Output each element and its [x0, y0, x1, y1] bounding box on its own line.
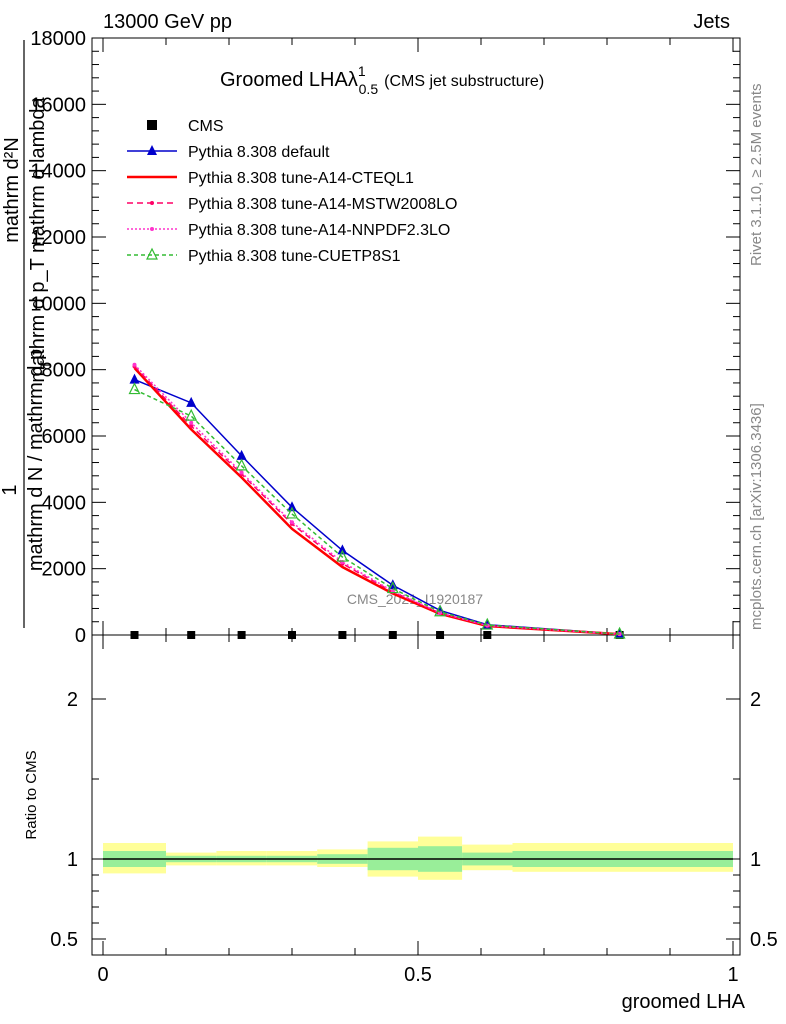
legend-label: Pythia 8.308 tune-CUETP8S1	[188, 248, 401, 265]
data-point	[613, 626, 626, 639]
data-point	[189, 424, 194, 429]
title-sub: 0.5	[359, 81, 379, 97]
y-tick-label: 4000	[42, 492, 87, 514]
legend: CMS Pythia 8.308 default Pythia 8.308 tune…	[127, 118, 457, 265]
y-tick-label: 16000	[30, 94, 86, 116]
x-tick-label: 0	[97, 964, 108, 986]
data-point	[481, 617, 494, 630]
title-sup: 1	[358, 63, 366, 79]
legend-label: Pythia 8.308 tune-A14-NNPDF2.3LO	[188, 222, 450, 239]
legend-label: CMS	[188, 118, 224, 135]
data-point	[186, 396, 197, 407]
x-tick-label: 1	[727, 964, 738, 986]
legend-marker	[147, 120, 157, 130]
legend-entry: Pythia 8.308 tune-A14-CTEQL1	[127, 170, 414, 187]
y-tick-label: 10000	[30, 293, 86, 315]
ratio-y-label: Ratio to CMS	[23, 750, 40, 839]
data-point	[146, 247, 158, 260]
series-line	[133, 365, 620, 635]
y-tick-label: 0	[75, 625, 86, 647]
ylabel-sub: T	[37, 360, 53, 369]
y-tick-label: 18000	[30, 28, 86, 50]
legend-label: Pythia 8.308 tune-A14-MSTW2008LO	[188, 196, 457, 213]
data-point	[235, 458, 248, 471]
data-point	[239, 470, 244, 475]
data-point	[483, 631, 492, 639]
x-axis-label: groomed LHA	[622, 991, 746, 1013]
mcplots-label: mcplots.cern.ch [arXiv:1306.3436]	[748, 403, 765, 630]
data-point	[387, 579, 398, 590]
legend-label: Pythia 8.308 tune-A14-CTEQL1	[188, 170, 414, 187]
data-point	[237, 631, 246, 639]
data-point	[150, 201, 154, 205]
rivet-label: Rivet 3.1.10, ≥ 2.5M events	[748, 84, 765, 267]
title-main: Groomed LHAλ	[220, 69, 358, 91]
data-point	[132, 362, 137, 367]
ratio-bands	[103, 836, 733, 880]
data-point	[290, 520, 294, 525]
ylabel-top: mathrm d²N	[1, 137, 23, 243]
data-point	[129, 373, 140, 384]
legend-entry: Pythia 8.308 tune-A14-MSTW2008LO	[127, 196, 457, 213]
ylabel-bottom: mathrm d N / mathrm d p	[25, 349, 47, 571]
data-point	[338, 631, 347, 639]
ratio-y-tick-label: 2	[67, 689, 78, 711]
legend-entry: Pythia 8.308 tune-A14-NNPDF2.3LO	[127, 222, 450, 239]
ratio-y-tick-label-right: 0.5	[750, 929, 778, 951]
chart-title: Groomed LHAλ1 0.5 (CMS jet substructure)	[220, 63, 544, 97]
data-point	[286, 506, 298, 519]
series-group	[128, 362, 626, 639]
data-point	[130, 631, 139, 639]
series-line	[134, 388, 620, 635]
data-point	[436, 631, 445, 639]
data-point	[128, 382, 141, 395]
data-point	[617, 632, 622, 637]
ratio-y-tick-label-right: 1	[750, 849, 761, 871]
y-tick-label: 2000	[42, 559, 87, 581]
data-point	[288, 631, 296, 639]
data-point	[236, 449, 247, 460]
data-point	[336, 549, 349, 562]
data-point	[147, 145, 157, 155]
x-tick-label: 0.5	[404, 964, 432, 986]
y-tick-label: 8000	[42, 360, 87, 382]
data-point	[150, 227, 154, 231]
ylabel-extra: mathrm d p_T mathrm d lambda	[27, 96, 49, 382]
ratio-y-tick-label: 0.5	[50, 929, 78, 951]
ratio-plot-frame	[91, 634, 741, 956]
ylabel-one: 1	[0, 484, 21, 495]
data-point	[287, 501, 297, 512]
header-energy: 13000 GeV pp	[103, 11, 232, 33]
data-point	[386, 581, 399, 594]
y-tick-label: 14000	[30, 161, 86, 183]
data-point	[187, 631, 196, 639]
ratio-y-tick-label-right: 2	[750, 689, 761, 711]
y-tick-label: 6000	[42, 426, 87, 448]
y-tick-label: 12000	[30, 227, 86, 249]
title-note: (CMS jet substructure)	[384, 73, 544, 90]
y-axis-label: 1 mathrm d²N mathrm d N / mathrm d p T m…	[0, 40, 53, 628]
ratio-y-tick-label: 1	[67, 849, 78, 871]
legend-entry: Pythia 8.308 tune-CUETP8S1	[127, 247, 401, 265]
legend-entry: Pythia 8.308 default	[127, 144, 330, 161]
legend-label: Pythia 8.308 default	[188, 144, 330, 161]
header-jets: Jets	[693, 11, 730, 33]
data-point	[434, 604, 447, 617]
data-point	[337, 544, 348, 555]
data-point	[185, 408, 198, 421]
legend-entry: CMS	[147, 118, 224, 135]
data-point	[388, 631, 397, 639]
series-pythia-8-308-tune-cuetp8s1	[128, 382, 626, 639]
data-point	[189, 420, 194, 425]
